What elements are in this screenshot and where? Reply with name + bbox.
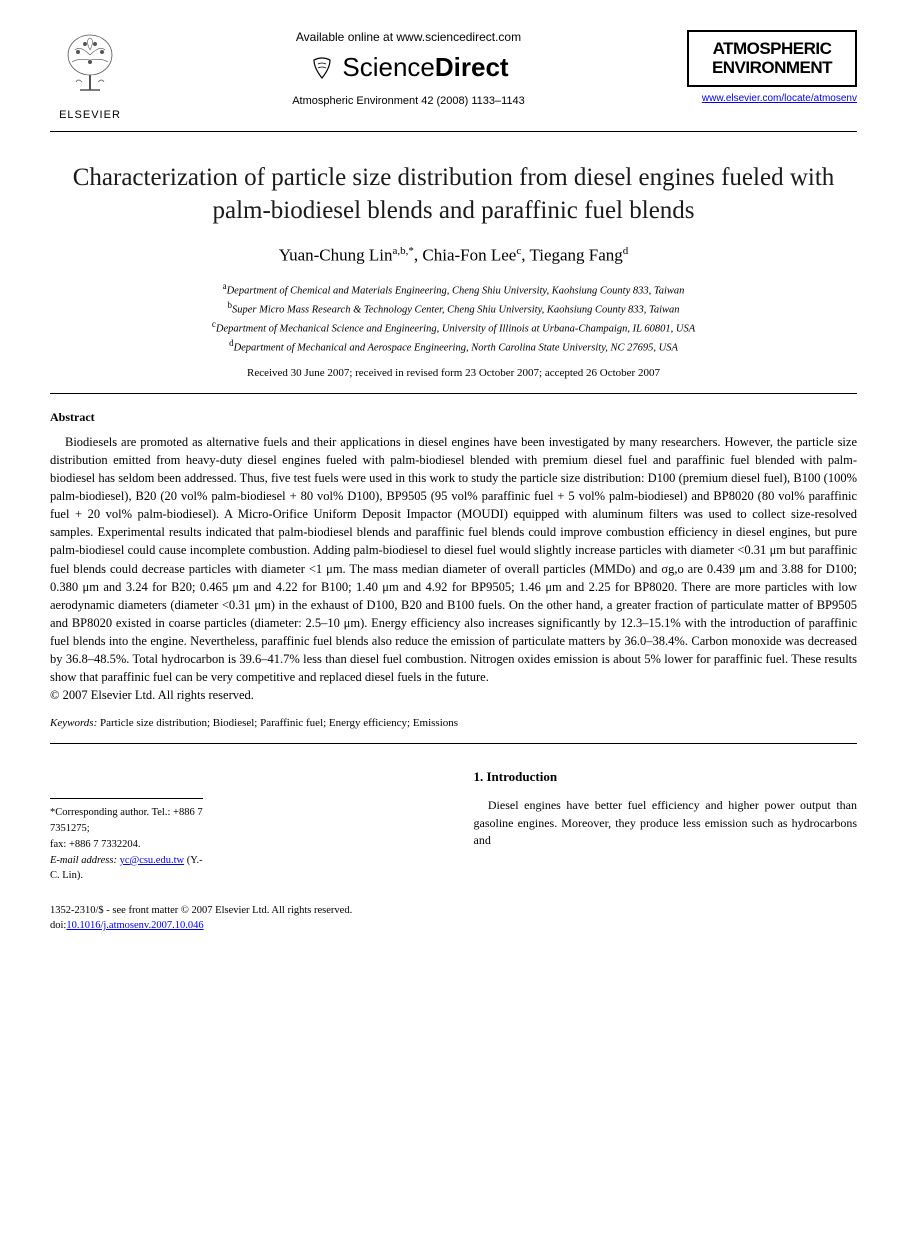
elsevier-logo: ELSEVIER: [50, 30, 130, 121]
corr-email-line: E-mail address: yc@csu.edu.tw (Y.-C. Lin…: [50, 853, 203, 885]
abstract-body: Biodiesels are promoted as alternative f…: [50, 433, 857, 687]
available-online-text: Available online at www.sciencedirect.co…: [150, 30, 667, 44]
two-column-section: *Corresponding author. Tel.: +886 7 7351…: [50, 768, 857, 884]
sciencedirect-text: ScienceDirect: [342, 52, 508, 83]
author-1: Yuan-Chung Lin: [279, 246, 393, 265]
post-keywords-rule: [50, 743, 857, 744]
intro-text: Diesel engines have better fuel efficien…: [474, 797, 858, 849]
affiliation-d-text: Department of Mechanical and Aerospace E…: [234, 343, 678, 354]
journal-name-1: ATMOSPHERIC: [699, 40, 845, 59]
sciencedirect-icon: [308, 54, 336, 82]
corr-email-link[interactable]: yc@csu.edu.tw: [120, 855, 185, 866]
sciencedirect-logo: ScienceDirect: [150, 52, 667, 83]
sd-suffix: Direct: [435, 52, 509, 82]
author-3: Tiegang Fang: [529, 246, 622, 265]
elsevier-tree-icon: [60, 30, 120, 100]
journal-url-link[interactable]: www.elsevier.com/locate/atmosenv: [687, 93, 857, 104]
affiliation-a-text: Department of Chemical and Materials Eng…: [227, 285, 685, 296]
journal-reference: Atmospheric Environment 42 (2008) 1133–1…: [150, 95, 667, 107]
journal-url-text[interactable]: www.elsevier.com/locate/atmosenv: [702, 93, 857, 104]
article-title: Characterization of particle size distri…: [50, 162, 857, 227]
right-column: 1. Introduction Diesel engines have bett…: [474, 768, 858, 884]
affiliation-d: dDepartment of Mechanical and Aerospace …: [50, 337, 857, 356]
author-3-sup: d: [623, 245, 629, 257]
corresponding-author-footnote: *Corresponding author. Tel.: +886 7 7351…: [50, 798, 203, 884]
page-header: ELSEVIER Available online at www.science…: [50, 30, 857, 121]
journal-name-2: ENVIRONMENT: [699, 59, 845, 78]
email-label: E-mail address:: [50, 855, 120, 866]
journal-box-container: ATMOSPHERIC ENVIRONMENT www.elsevier.com…: [687, 30, 857, 104]
author-2: Chia-Fon Lee: [422, 246, 516, 265]
elsevier-label: ELSEVIER: [50, 109, 130, 121]
page-footer: 1352-2310/$ - see front matter © 2007 El…: [50, 904, 857, 933]
keywords-label: Keywords:: [50, 717, 97, 729]
abstract-heading: Abstract: [50, 410, 857, 425]
affiliation-b: bSuper Micro Mass Research & Technology …: [50, 299, 857, 318]
abstract-copyright: © 2007 Elsevier Ltd. All rights reserved…: [50, 688, 857, 703]
doi-link[interactable]: 10.1016/j.atmosenv.2007.10.046: [66, 920, 203, 931]
center-header: Available online at www.sciencedirect.co…: [130, 30, 687, 107]
author-1-sup: a,b,*: [393, 245, 414, 257]
authors-line: Yuan-Chung Lina,b,*, Chia-Fon Leec, Tieg…: [50, 245, 857, 266]
doi-label: doi:: [50, 920, 66, 931]
keywords-line: Keywords: Particle size distribution; Bi…: [50, 717, 857, 729]
author-2-sup: c: [516, 245, 521, 257]
journal-box: ATMOSPHERIC ENVIRONMENT: [687, 30, 857, 87]
intro-heading: 1. Introduction: [474, 768, 858, 787]
affiliation-c-text: Department of Mechanical Science and Eng…: [216, 324, 695, 335]
keywords-text: Particle size distribution; Biodiesel; P…: [97, 717, 458, 729]
pre-abstract-rule: [50, 393, 857, 394]
affiliation-b-text: Super Micro Mass Research & Technology C…: [232, 304, 680, 315]
corr-line-1: *Corresponding author. Tel.: +886 7 7351…: [50, 805, 203, 837]
footer-front-matter: 1352-2310/$ - see front matter © 2007 El…: [50, 904, 857, 919]
sd-prefix: Science: [342, 52, 435, 82]
left-column: *Corresponding author. Tel.: +886 7 7351…: [50, 768, 434, 884]
footer-doi-line: doi:10.1016/j.atmosenv.2007.10.046: [50, 919, 857, 934]
affiliations: aDepartment of Chemical and Materials En…: [50, 280, 857, 357]
affiliation-a: aDepartment of Chemical and Materials En…: [50, 280, 857, 299]
article-dates: Received 30 June 2007; received in revis…: [50, 367, 857, 379]
corr-line-2: fax: +886 7 7332204.: [50, 837, 203, 853]
header-rule: [50, 131, 857, 132]
affiliation-c: cDepartment of Mechanical Science and En…: [50, 318, 857, 337]
